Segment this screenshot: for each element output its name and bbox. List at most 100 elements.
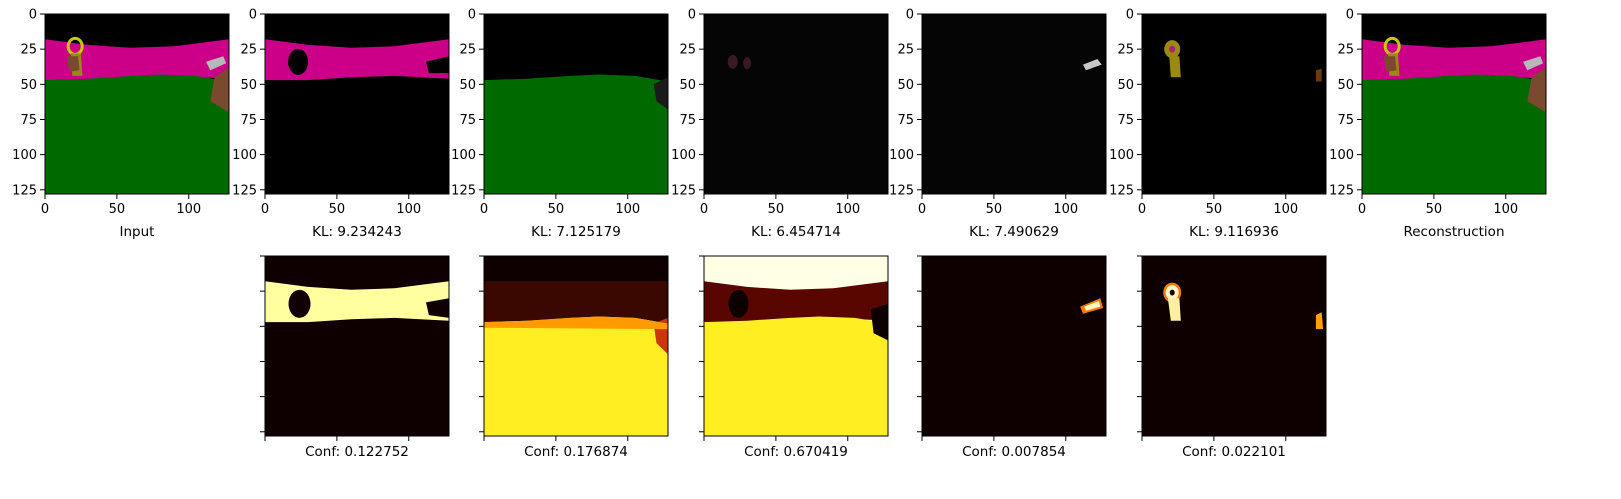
top-6-ytick-label-5: 125 — [1329, 183, 1354, 198]
top-0-xtick-label-0: 0 — [41, 202, 49, 217]
top-panel-caption-6: Reconstruction — [1403, 224, 1504, 240]
top-panel-caption-1: KL: 9.234243 — [312, 224, 402, 240]
top-1-xtick-label-2: 100 — [396, 202, 421, 217]
top-1-ytick-label-2: 50 — [240, 78, 257, 93]
top-0-ytick-label-2: 50 — [20, 78, 37, 93]
top-5-xtick-label-2: 100 — [1273, 202, 1298, 217]
top-6-xtick-label-2: 100 — [1493, 202, 1518, 217]
top-5-ytick-label-5: 125 — [1109, 183, 1134, 198]
bottom-panel-caption-2: Conf: 0.670419 — [744, 444, 848, 460]
top-0-xtick-label-2: 100 — [176, 202, 201, 217]
top-4-ytick-label-1: 25 — [897, 43, 914, 58]
bottom-panel-frame-0 — [264, 255, 450, 437]
top-panel-6: 0 50 100 0 25 50 75 100 125 Reconstruction — [1329, 8, 1547, 240]
bottom-panel-frame-3 — [921, 255, 1107, 437]
top-0-xtick-label-1: 50 — [109, 202, 126, 217]
top-4-xtick-label-1: 50 — [986, 202, 1003, 217]
top-4-ytick-label-3: 75 — [897, 113, 914, 128]
top-3-ytick-label-1: 25 — [679, 43, 696, 58]
top-0-ytick-label-3: 75 — [20, 113, 37, 128]
top-2-ytick-label-0: 0 — [468, 8, 476, 23]
bottom-panel-frame-1 — [483, 255, 669, 437]
top-3-xtick-label-1: 50 — [768, 202, 785, 217]
top-4-ytick-label-4: 100 — [889, 148, 914, 163]
top-6-ytick-label-3: 75 — [1337, 113, 1354, 128]
top-4-xtick-label-2: 100 — [1053, 202, 1078, 217]
bottom-panel-4: Conf: 0.022101 — [1137, 255, 1327, 460]
top-3-ytick-label-0: 0 — [688, 8, 696, 23]
top-1-ytick-label-5: 125 — [232, 183, 257, 198]
top-panel-3: 0 50 100 0 25 50 75 100 125 KL: 6.454714 — [671, 8, 889, 240]
bottom-panel-frame-2 — [703, 255, 889, 437]
bottom-panel-0: Conf: 0.122752 — [260, 255, 450, 460]
top-1-ytick-label-1: 25 — [240, 43, 257, 58]
top-2-xtick-label-1: 50 — [548, 202, 565, 217]
bottom-panel-caption-3: Conf: 0.007854 — [962, 444, 1066, 460]
top-panel-caption-0: Input — [120, 224, 155, 240]
top-panel-frame-1 — [264, 13, 450, 195]
bottom-panel-1: Conf: 0.176874 — [479, 255, 669, 460]
top-4-ytick-label-2: 50 — [897, 78, 914, 93]
top-panel-1: 0 50 100 0 25 50 75 100 125 KL: 9.234243 — [232, 8, 450, 240]
top-1-xtick-label-0: 0 — [261, 202, 269, 217]
top-3-xtick-label-0: 0 — [700, 202, 708, 217]
top-panel-2: 0 50 100 0 25 50 75 100 125 KL: 7.125179 — [451, 8, 669, 240]
top-5-ytick-label-0: 0 — [1126, 8, 1134, 23]
bottom-panel-frame-4 — [1141, 255, 1327, 437]
top-4-ytick-label-5: 125 — [889, 183, 914, 198]
top-2-xtick-label-0: 0 — [480, 202, 488, 217]
top-5-ytick-label-4: 100 — [1109, 148, 1134, 163]
top-5-ytick-label-3: 75 — [1117, 113, 1134, 128]
top-panel-4: 0 50 100 0 25 50 75 100 125 KL: 7.490629 — [889, 8, 1107, 240]
top-3-ytick-label-2: 50 — [679, 78, 696, 93]
top-5-ytick-label-2: 50 — [1117, 78, 1134, 93]
top-1-ytick-label-0: 0 — [249, 8, 257, 23]
top-2-ytick-label-5: 125 — [451, 183, 476, 198]
top-5-xtick-label-1: 50 — [1206, 202, 1223, 217]
top-panel-caption-4: KL: 7.490629 — [969, 224, 1059, 240]
bottom-panel-2: Conf: 0.670419 — [699, 255, 889, 460]
top-panel-caption-2: KL: 7.125179 — [531, 224, 621, 240]
top-0-ytick-label-4: 100 — [12, 148, 37, 163]
top-panel-caption-3: KL: 6.454714 — [751, 224, 841, 240]
top-panel-frame-5 — [1141, 13, 1327, 195]
top-4-xtick-label-0: 0 — [918, 202, 926, 217]
top-1-ytick-label-3: 75 — [240, 113, 257, 128]
top-6-ytick-label-4: 100 — [1329, 148, 1354, 163]
top-1-xtick-label-1: 50 — [329, 202, 346, 217]
top-panel-5: 0 50 100 0 25 50 75 100 125 KL: 9.116936 — [1109, 8, 1327, 240]
top-1-ytick-label-4: 100 — [232, 148, 257, 163]
top-5-ytick-label-1: 25 — [1117, 43, 1134, 58]
top-6-xtick-label-1: 50 — [1426, 202, 1443, 217]
top-6-ytick-label-1: 25 — [1337, 43, 1354, 58]
bottom-panel-caption-4: Conf: 0.022101 — [1182, 444, 1286, 460]
top-panel-frame-6 — [1361, 13, 1547, 195]
top-6-xtick-label-0: 0 — [1358, 202, 1366, 217]
top-0-ytick-label-5: 125 — [12, 183, 37, 198]
top-5-xtick-label-0: 0 — [1138, 202, 1146, 217]
top-2-xtick-label-2: 100 — [615, 202, 640, 217]
top-6-ytick-label-0: 0 — [1346, 8, 1354, 23]
bottom-panel-3: Conf: 0.007854 — [917, 255, 1107, 460]
top-2-ytick-label-4: 100 — [451, 148, 476, 163]
top-panel-frame-0 — [44, 13, 230, 195]
top-2-ytick-label-2: 50 — [459, 78, 476, 93]
top-panel-caption-5: KL: 9.116936 — [1189, 224, 1279, 240]
top-4-ytick-label-0: 0 — [906, 8, 914, 23]
top-0-ytick-label-0: 0 — [29, 8, 37, 23]
top-2-ytick-label-3: 75 — [459, 113, 476, 128]
top-3-ytick-label-5: 125 — [671, 183, 696, 198]
top-0-ytick-label-1: 25 — [20, 43, 37, 58]
top-3-ytick-label-4: 100 — [671, 148, 696, 163]
top-panel-frame-2 — [483, 13, 669, 195]
bottom-panel-caption-0: Conf: 0.122752 — [305, 444, 409, 460]
top-3-ytick-label-3: 75 — [679, 113, 696, 128]
top-6-ytick-label-2: 50 — [1337, 78, 1354, 93]
top-2-ytick-label-1: 25 — [459, 43, 476, 58]
top-3-xtick-label-2: 100 — [835, 202, 860, 217]
top-panel-frame-3 — [703, 13, 889, 195]
top-panel-frame-4 — [921, 13, 1107, 195]
bottom-panel-caption-1: Conf: 0.176874 — [524, 444, 628, 460]
top-panel-0: 0 50 100 0 25 50 75 100 125 Input — [12, 8, 230, 240]
